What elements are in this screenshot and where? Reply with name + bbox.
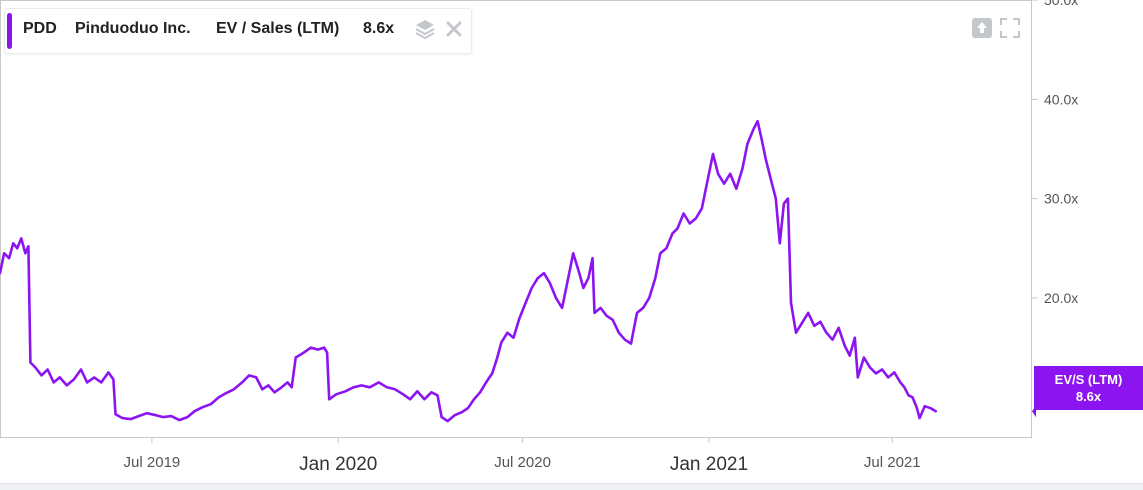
y-tick-label: 30.0x — [1044, 191, 1078, 207]
y-tick: 50.0x — [1032, 0, 1078, 8]
legend-company-name: Pinduoduo Inc. — [75, 20, 191, 37]
x-tick-label: Jan 2020 — [299, 454, 377, 475]
x-tick: Jul 2021 — [864, 437, 921, 471]
y-tick: 20.0x — [1032, 290, 1078, 306]
x-tick: Jan 2021 — [670, 437, 748, 475]
legend-ticker: PDD — [23, 20, 57, 37]
y-tick: 40.0x — [1032, 91, 1078, 107]
fullscreen-icon[interactable] — [1000, 18, 1020, 43]
x-tick: Jul 2020 — [494, 437, 551, 471]
x-tick: Jan 2020 — [299, 437, 377, 475]
value-tag-label: EV/S (LTM) — [1054, 372, 1123, 387]
scroll-strip — [0, 483, 1143, 490]
value-tag-value: 8.6x — [1075, 389, 1102, 404]
y-tick-label: 50.0x — [1044, 0, 1078, 8]
layers-icon[interactable] — [413, 17, 437, 46]
series-line — [0, 119, 938, 423]
y-tick-label: 40.0x — [1044, 91, 1078, 107]
y-tick: 30.0x — [1032, 191, 1078, 207]
x-tick-label: Jul 2021 — [864, 454, 921, 471]
y-axis: 20.0x 30.0x 40.0x 50.0x — [1032, 0, 1078, 306]
close-icon[interactable] — [442, 17, 466, 46]
x-tick-label: Jul 2019 — [124, 454, 181, 471]
x-tick-label: Jan 2021 — [670, 454, 748, 475]
legend-metric: EV / Sales (LTM) — [216, 20, 340, 37]
export-icon[interactable] — [972, 18, 992, 43]
last-value-tag: EV/S (LTM) 8.6x — [1034, 366, 1143, 410]
x-tick: Jul 2019 — [124, 437, 181, 471]
y-tick-label: 20.0x — [1044, 290, 1078, 306]
plot-area-border — [0, 0, 1032, 438]
x-tick-label: Jul 2020 — [494, 454, 551, 471]
x-axis: Jul 2019 Jan 2020 Jul 2020 Jan 2021 Jul 2021 — [124, 437, 921, 475]
series-color-bar — [7, 13, 12, 49]
legend: PDD Pinduoduo Inc. EV / Sales (LTM) 8.6x — [4, 8, 472, 54]
legend-value: 8.6x — [363, 20, 395, 37]
